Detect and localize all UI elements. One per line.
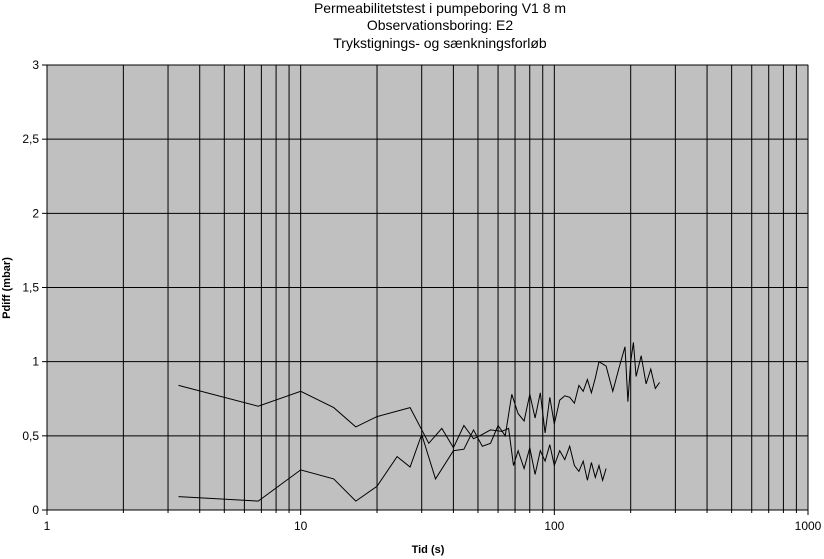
y-tick-label: 3: [32, 58, 39, 72]
y-tick-label: 0: [32, 503, 39, 517]
y-tick-label: 2,5: [22, 132, 39, 146]
data-line: [178, 384, 607, 483]
chart-subtitle: Trykstignings- og sænkningsforløb: [333, 35, 547, 51]
y-tick-label: 0,5: [22, 429, 39, 443]
x-tick-label: 1000: [795, 519, 822, 533]
y-tick-label: 2: [32, 206, 39, 220]
x-tick-label: 100: [544, 519, 564, 533]
x-tick-label: 1: [44, 519, 51, 533]
y-tick-label: 1: [32, 355, 39, 369]
data-line: [178, 342, 661, 502]
y-axis-label: Pdiff (mbar): [1, 257, 13, 319]
chart-title: Permeabilitetstest i pumpeboring V1 8 m: [314, 0, 566, 16]
x-tick-label: 10: [294, 519, 308, 533]
y-tick-label: 1,5: [22, 281, 39, 295]
chart-subtitle: Observationsboring: E2: [367, 17, 514, 33]
x-axis-label: Tid (s): [412, 544, 445, 556]
